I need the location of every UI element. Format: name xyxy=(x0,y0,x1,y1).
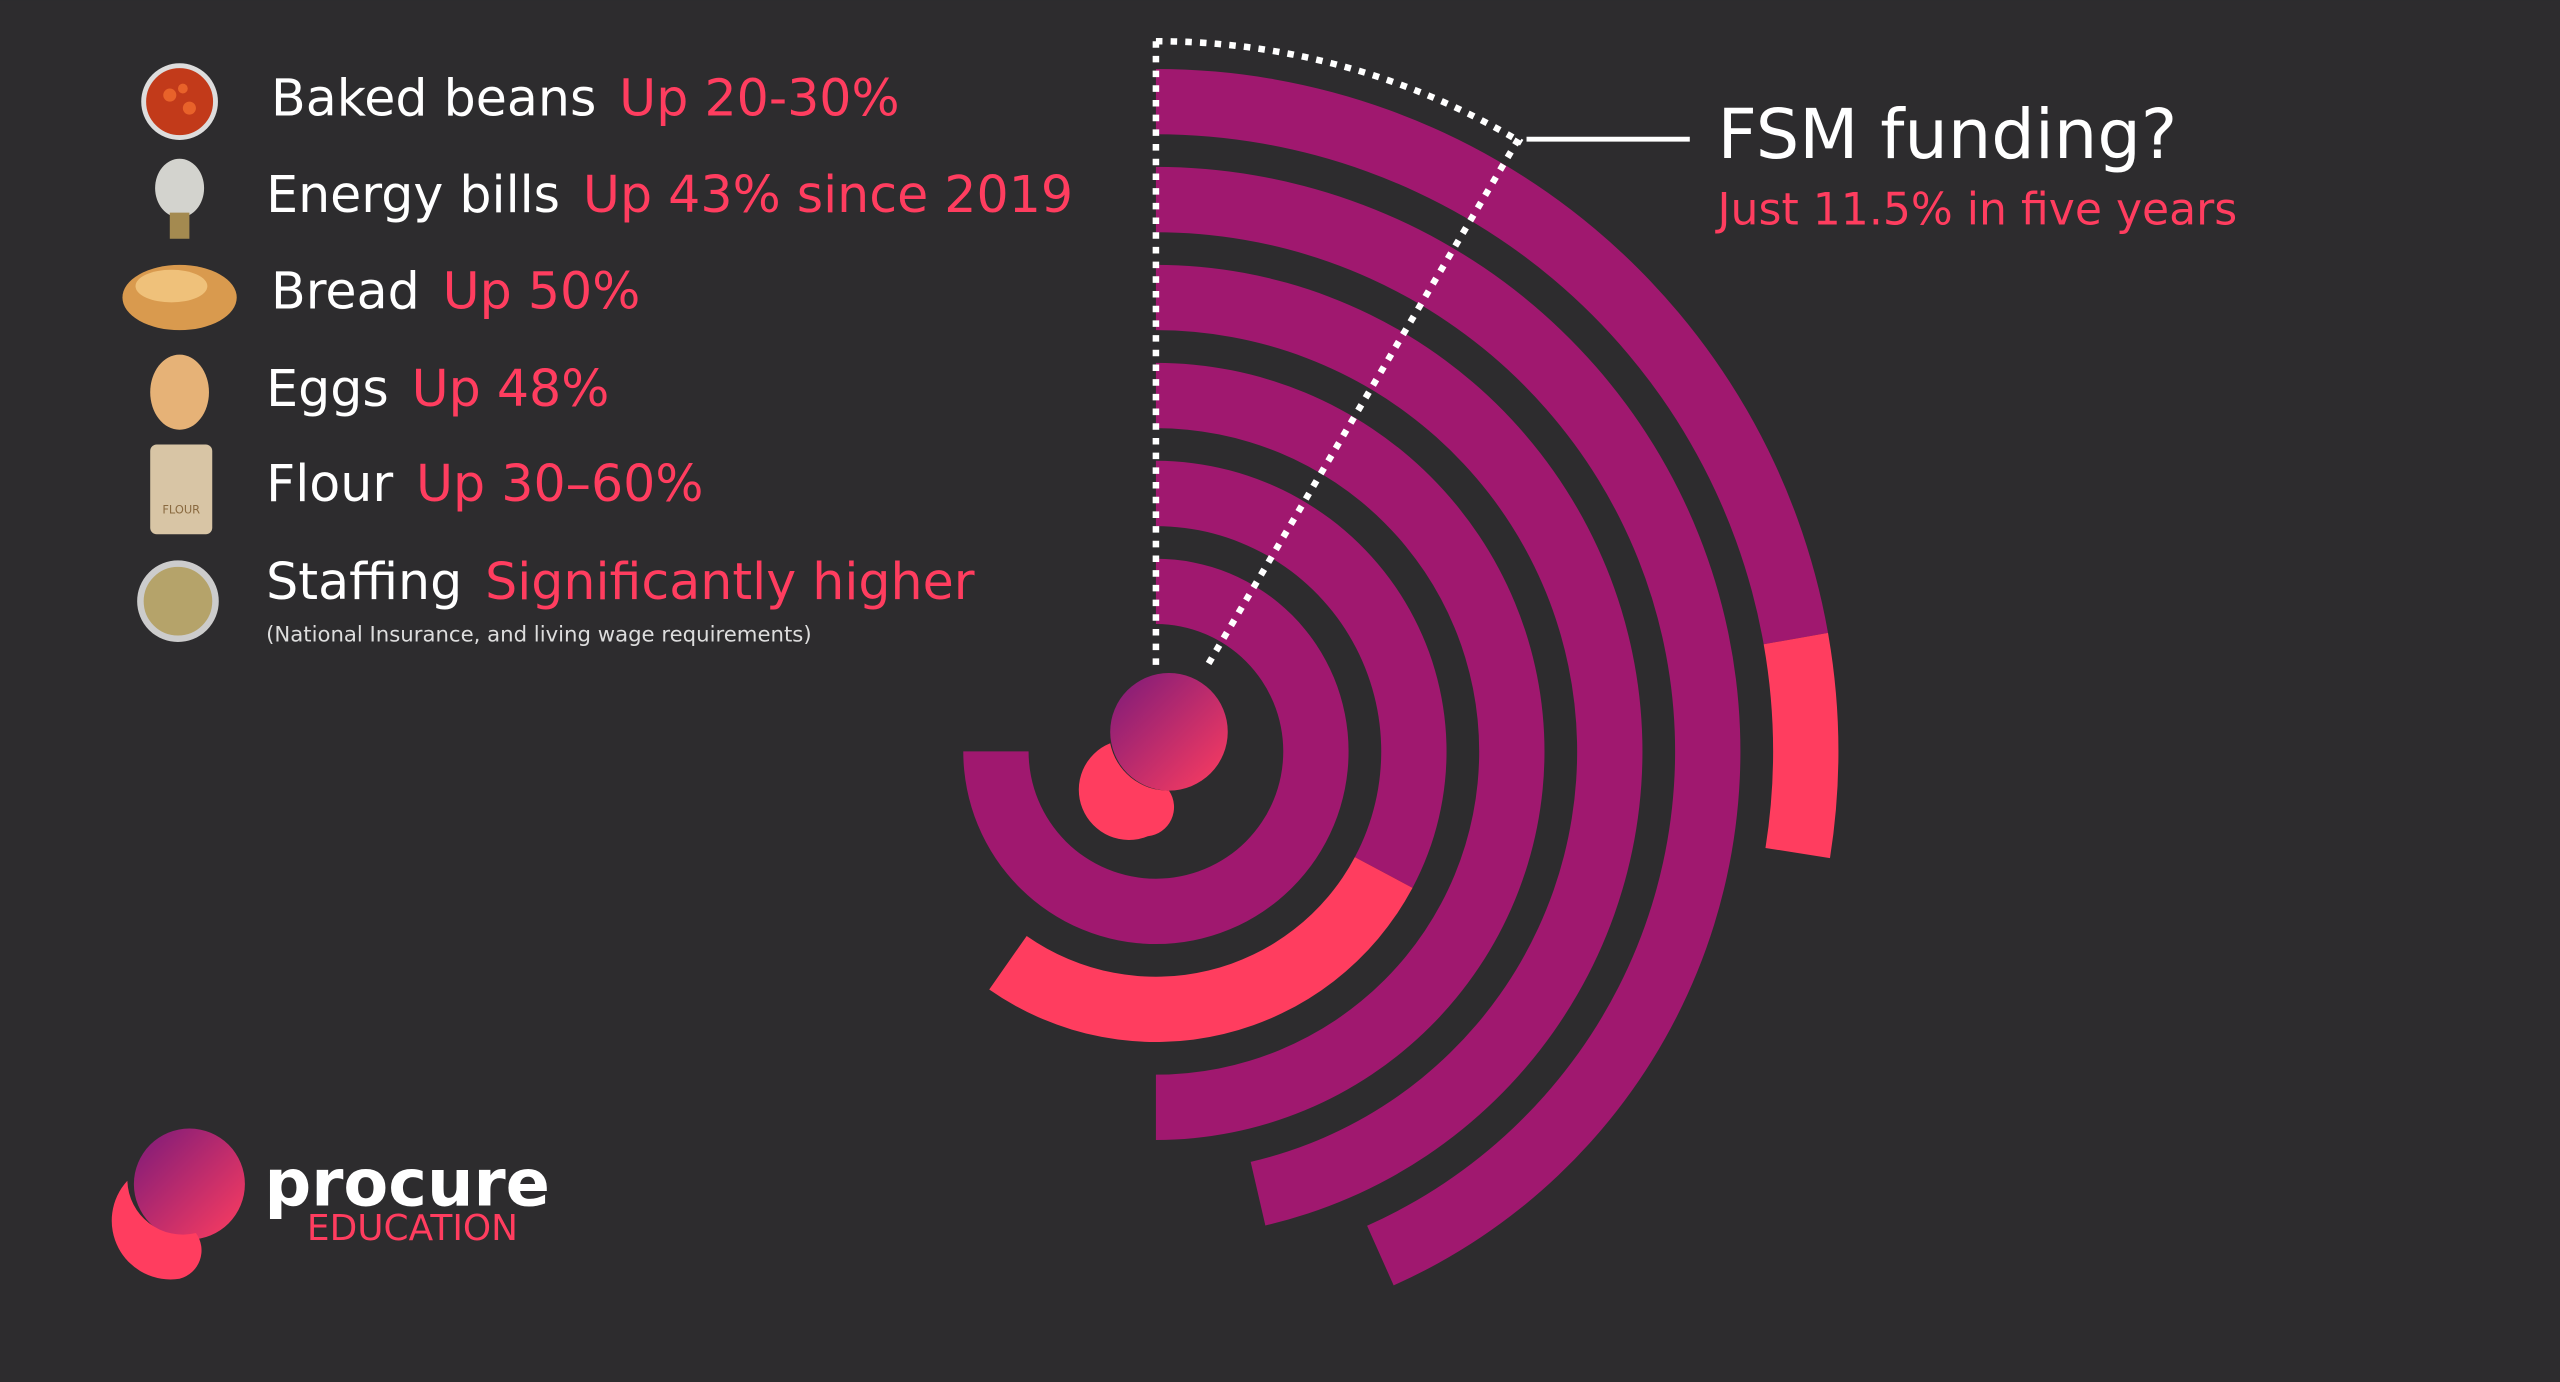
fsm-title: FSM funding? xyxy=(1718,95,2178,175)
ring-segment xyxy=(1155,460,1447,888)
logo-sub: EDUCATION xyxy=(307,1208,518,1249)
item-label: Energy bills xyxy=(266,164,560,223)
icons: FLOUR xyxy=(122,63,237,643)
dotted-arc xyxy=(1155,37,1524,146)
ring-segment xyxy=(1155,68,1828,645)
ring-segment xyxy=(1155,362,1545,1140)
item-value: Up 30–60% xyxy=(416,453,703,512)
logo-name: procure xyxy=(264,1145,549,1221)
item-row: Flour Up 30–60% xyxy=(266,453,703,512)
ring-segment xyxy=(1155,264,1643,1226)
ring-segment xyxy=(1763,632,1839,859)
item-label: Bread xyxy=(271,261,420,320)
logo-mark xyxy=(111,1128,245,1280)
fsm-subtitle: Just 11.5% in five years xyxy=(1715,185,2238,236)
item-label: Baked beans xyxy=(271,68,596,127)
ring-segment xyxy=(1155,166,1741,1286)
item-row: Staffing Significantly higher xyxy=(266,551,975,610)
item-value: Significantly higher xyxy=(485,551,975,610)
center-logo xyxy=(1078,673,1228,840)
item-row: Energy bills Up 43% since 2019 xyxy=(266,164,1073,223)
item-list: Baked beans Up 20-30% Energy bills Up 43% s… xyxy=(266,68,1073,610)
item-label: Flour xyxy=(266,453,393,512)
item-value: Up 43% since 2019 xyxy=(583,164,1073,223)
rings xyxy=(963,68,1839,1286)
item-row: Bread Up 50% xyxy=(271,261,640,320)
item-value: Up 50% xyxy=(443,261,641,320)
ring-segment xyxy=(989,857,1413,1043)
note: (National Insurance, and living wage req… xyxy=(266,622,811,647)
item-label: Eggs xyxy=(266,359,389,418)
item-value: Up 48% xyxy=(412,359,610,418)
item-row: Baked beans Up 20-30% xyxy=(271,68,900,127)
item-value: Up 20-30% xyxy=(619,68,899,127)
icon-text: FLOUR xyxy=(162,502,200,516)
item-row: Eggs Up 48% xyxy=(266,359,609,418)
item-label: Staffing xyxy=(266,551,462,610)
ring-segment xyxy=(963,558,1349,945)
